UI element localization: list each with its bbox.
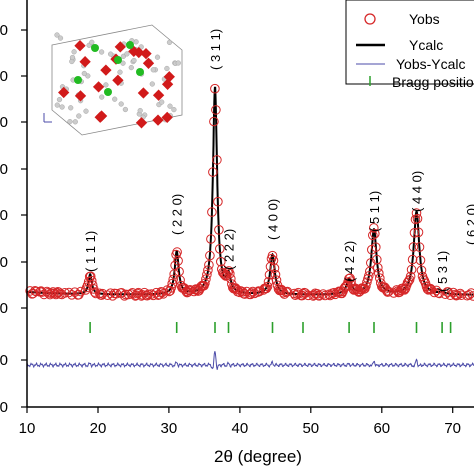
peak-label: ( 4 4 0)	[410, 171, 425, 212]
oxygen-atom	[176, 61, 181, 66]
oxygen-atom	[129, 65, 134, 70]
oxygen-atom	[82, 71, 87, 76]
oxygen-atom	[58, 36, 63, 41]
oxygen-atom	[119, 102, 124, 107]
difference-line	[27, 351, 474, 370]
peak-label: ( 2 2 2)	[222, 229, 237, 270]
y-tick-label: 0	[0, 68, 8, 85]
dopant-atom	[114, 56, 122, 64]
oxygen-atom	[168, 104, 173, 109]
dopant-atom	[104, 88, 112, 96]
x-tick-label: 50	[302, 420, 319, 437]
oxygen-atom	[151, 67, 156, 72]
legend-diff-label: Yobs-Ycalc	[396, 56, 466, 72]
dopant-atom	[74, 76, 82, 84]
difference-series	[27, 351, 474, 370]
oxygen-atom	[73, 119, 78, 124]
y-tick-label: 0	[0, 114, 8, 131]
oxygen-atom	[104, 83, 109, 88]
metal-octahedron	[79, 56, 90, 67]
oxygen-atom	[70, 55, 75, 60]
oxygen-atom	[112, 97, 117, 102]
legend-ycalc-label: Ycalc	[409, 37, 443, 53]
oxygen-atom	[165, 66, 170, 71]
peak-label: ( 2 2 0)	[170, 194, 185, 235]
metal-octahedron	[74, 40, 85, 51]
y-tick-label: 0	[0, 254, 8, 271]
oxygen-atom	[55, 103, 60, 108]
oxygen-atom	[99, 50, 104, 55]
oxygen-atom	[60, 105, 65, 110]
y-tick-label: 0	[0, 161, 8, 178]
metal-octahedron	[136, 117, 147, 128]
oxygen-atom	[118, 70, 123, 75]
metal-octahedron	[75, 90, 86, 101]
oxygen-atom	[132, 58, 137, 63]
peak-label: ( 5 1 1)	[367, 191, 382, 232]
oxygen-atom	[167, 40, 172, 45]
metal-octahedron	[138, 87, 149, 98]
dopant-atom	[91, 44, 99, 52]
oxygen-atom	[68, 105, 73, 110]
oxygen-atom	[123, 107, 128, 112]
legend-bragg-label: Bragg position	[392, 74, 474, 90]
oxygen-atom	[89, 40, 94, 45]
peak-label: ( 3 1 1)	[208, 29, 223, 70]
oxygen-atom	[108, 52, 113, 57]
x-axis-title: 2θ (degree)	[214, 447, 302, 466]
y-tick-label: 0	[0, 300, 8, 317]
y-tick-label: 0	[0, 352, 8, 369]
y-tick-label: 0	[0, 399, 8, 416]
metal-octahedron	[140, 48, 151, 59]
dopant-atom	[126, 41, 134, 49]
crystal-structure-inset	[44, 25, 182, 135]
oxygen-atom	[99, 95, 104, 100]
dopant-atom	[136, 68, 144, 76]
oxygen-atom	[159, 100, 164, 105]
x-tick-label: 40	[232, 420, 249, 437]
legend-yobs-label: Yobs	[409, 11, 440, 27]
x-tick-label: 30	[161, 420, 178, 437]
metal-octahedron	[153, 90, 164, 101]
x-ticks: 10 20 30 40 50 60 70	[19, 407, 461, 437]
x-tick-label: 70	[444, 420, 461, 437]
y-tick-label: 0	[0, 207, 8, 224]
oxygen-atom	[84, 109, 89, 114]
x-tick-label: 20	[90, 420, 107, 437]
oxygen-atom	[138, 108, 143, 113]
oxygen-atom	[172, 107, 177, 112]
metal-octahedron	[143, 58, 154, 69]
oxygen-atom	[68, 119, 73, 124]
legend: Yobs Ycalc Yobs-Ycalc Bragg position	[346, 0, 474, 90]
oxygen-atom	[72, 49, 77, 54]
x-tick-label: 60	[373, 420, 390, 437]
peak-label: ( 6 2 0)	[464, 204, 474, 245]
peak-label: ( 5 3 1)	[435, 251, 450, 292]
y-ticks: 0 0 0 0 0 0 0 0 0	[0, 22, 27, 416]
peak-label: ( 4 2 2)	[342, 241, 357, 282]
metal-octahedron	[93, 81, 104, 92]
metal-octahedron	[152, 114, 163, 125]
oxygen-atom	[125, 52, 130, 57]
oxygen-atom	[150, 82, 155, 87]
peak-label: ( 4 0 0)	[266, 199, 281, 240]
metal-octahedron	[100, 64, 111, 75]
bragg-markers	[90, 322, 451, 333]
y-tick-label: 0	[0, 22, 8, 39]
oxygen-atom	[134, 39, 139, 44]
oxygen-atom	[76, 114, 81, 119]
x-tick-label: 10	[19, 420, 36, 437]
oxygen-atom	[155, 55, 160, 60]
oxygen-atom	[57, 97, 62, 102]
peak-label: ( 1 1 1)	[83, 231, 98, 272]
